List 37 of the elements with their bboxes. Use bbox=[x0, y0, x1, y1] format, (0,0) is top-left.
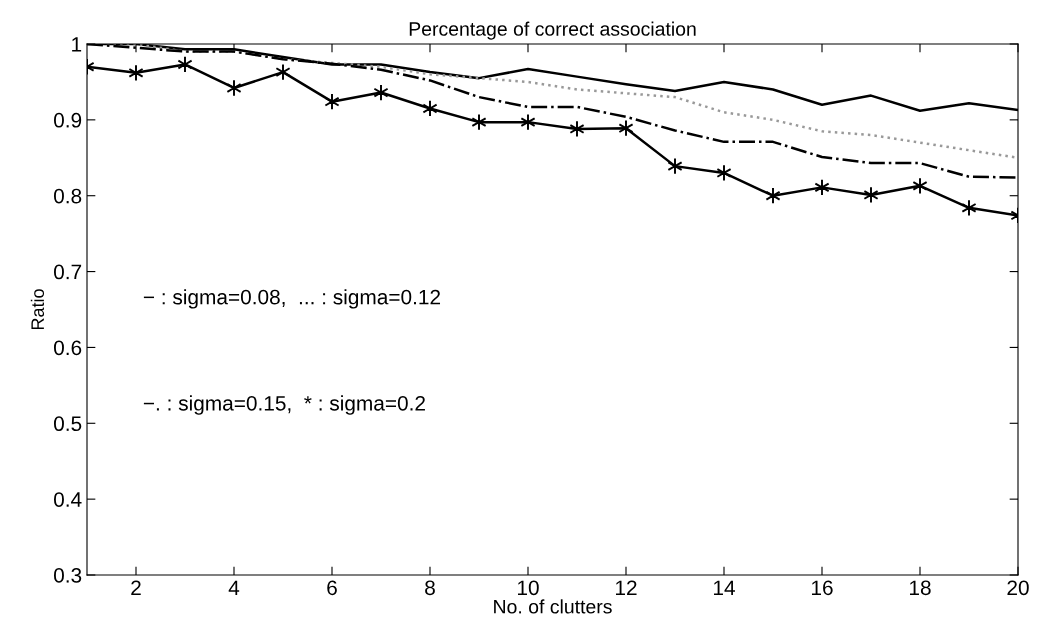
y-tick-label: 0.9 bbox=[53, 112, 82, 128]
x-tick-label: 2 bbox=[131, 580, 141, 595]
point bbox=[667, 157, 683, 175]
x-tick-label: 12 bbox=[616, 580, 637, 595]
y-tick-label: 0.8 bbox=[53, 188, 82, 204]
point bbox=[471, 113, 487, 131]
y-tick-label: 0.6 bbox=[53, 340, 82, 356]
point bbox=[912, 177, 928, 195]
annotation: −. : sigma=0.15, * : sigma=0.2 bbox=[143, 395, 425, 415]
y-tick-label: 0.7 bbox=[53, 264, 82, 280]
x-tick-label: 10 bbox=[518, 580, 539, 596]
point bbox=[569, 120, 585, 138]
point bbox=[520, 113, 536, 131]
y-tick-label: 0.3 bbox=[53, 568, 82, 583]
x-tick-label: 4 bbox=[228, 580, 240, 595]
point bbox=[422, 99, 438, 118]
point bbox=[226, 79, 242, 97]
point bbox=[373, 83, 389, 102]
point bbox=[275, 63, 291, 81]
point bbox=[814, 178, 830, 196]
x-tick-label: 6 bbox=[327, 580, 337, 596]
x-tick-label: 14 bbox=[714, 580, 735, 595]
x-tick-label: 18 bbox=[910, 580, 931, 596]
annotation: − : sigma=0.08, ... : sigma=0.12 bbox=[143, 289, 441, 309]
y-tick-label: 0.4 bbox=[53, 492, 82, 507]
x-axis-title: No. of clutters bbox=[494, 599, 612, 614]
point bbox=[961, 199, 977, 217]
y-tick-label: 0.5 bbox=[53, 416, 82, 432]
y-axis-title: Ratio bbox=[30, 289, 45, 330]
point bbox=[863, 186, 879, 204]
x-tick-label: 8 bbox=[425, 580, 435, 596]
chart-title: Percentage of correct association bbox=[409, 21, 696, 40]
point bbox=[177, 55, 193, 74]
y-tick-label: 1 bbox=[72, 37, 82, 52]
point bbox=[716, 164, 732, 182]
x-tick-label: 16 bbox=[812, 580, 833, 596]
x-tick-label: 20 bbox=[1007, 580, 1029, 596]
